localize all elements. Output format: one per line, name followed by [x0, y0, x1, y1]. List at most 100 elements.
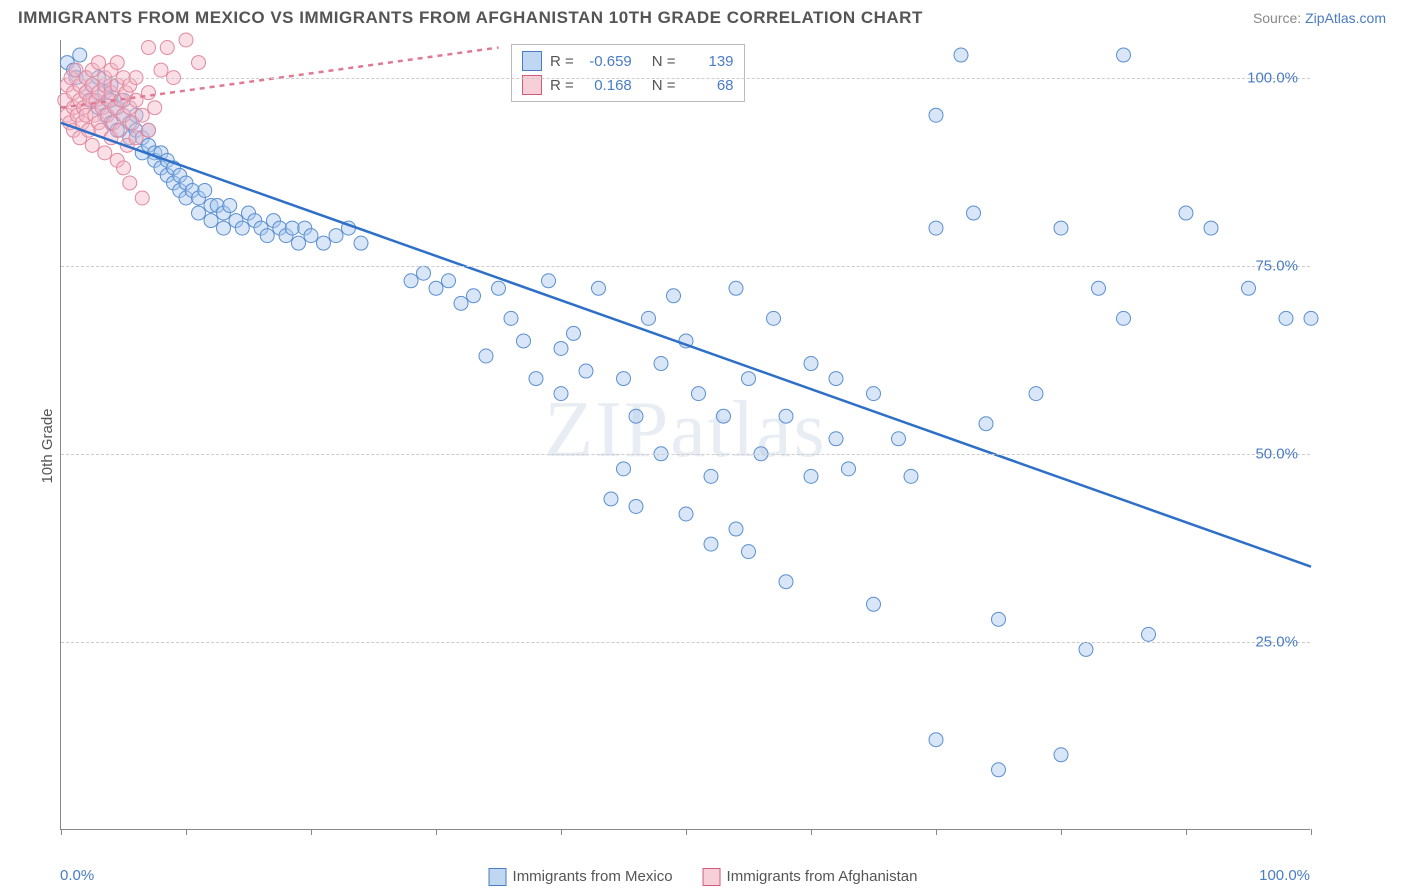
data-point: [867, 387, 881, 401]
data-point: [329, 229, 343, 243]
y-tick-label: 100.0%: [1247, 69, 1298, 86]
stat-r-label: R =: [550, 77, 574, 94]
data-point: [85, 138, 99, 152]
stat-r-label: R =: [550, 53, 574, 70]
data-point: [992, 612, 1006, 626]
data-point: [929, 108, 943, 122]
y-tick-label: 75.0%: [1255, 257, 1298, 274]
data-point: [142, 41, 156, 55]
legend-swatch: [489, 868, 507, 886]
data-point: [479, 349, 493, 363]
x-tick: [686, 829, 687, 835]
data-point: [442, 274, 456, 288]
data-point: [1204, 221, 1218, 235]
data-point: [667, 289, 681, 303]
data-point: [729, 522, 743, 536]
data-point: [129, 93, 143, 107]
data-point: [517, 334, 531, 348]
trend-line: [61, 123, 1311, 567]
x-tick: [561, 829, 562, 835]
data-point: [1117, 311, 1131, 325]
data-point: [123, 176, 137, 190]
stat-n-label: N =: [652, 77, 676, 94]
data-point: [135, 108, 149, 122]
legend-item: Immigrants from Afghanistan: [703, 868, 918, 886]
x-tick: [1311, 829, 1312, 835]
x-tick: [436, 829, 437, 835]
data-point: [592, 281, 606, 295]
gridline: [61, 266, 1310, 267]
data-point: [904, 469, 918, 483]
scatter-svg: [61, 40, 1310, 829]
x-axis-max-label: 100.0%: [1259, 867, 1310, 884]
data-point: [417, 266, 431, 280]
data-point: [73, 48, 87, 62]
data-point: [604, 492, 618, 506]
data-point: [717, 409, 731, 423]
data-point: [829, 372, 843, 386]
chart-source: Source: ZipAtlas.com: [1253, 10, 1386, 26]
data-point: [198, 183, 212, 197]
stat-r-value: -0.659: [582, 53, 632, 70]
legend-swatch: [703, 868, 721, 886]
data-point: [992, 763, 1006, 777]
data-point: [779, 575, 793, 589]
data-point: [404, 274, 418, 288]
x-tick: [811, 829, 812, 835]
gridline: [61, 78, 1310, 79]
data-point: [742, 545, 756, 559]
data-point: [204, 214, 218, 228]
data-point: [317, 236, 331, 250]
legend-item: Immigrants from Mexico: [489, 868, 673, 886]
data-point: [1079, 642, 1093, 656]
data-point: [704, 469, 718, 483]
stat-row: R =-0.659N =139: [522, 49, 734, 73]
data-point: [629, 499, 643, 513]
stat-row: R =0.168N =68: [522, 73, 734, 97]
x-tick: [311, 829, 312, 835]
data-point: [579, 364, 593, 378]
data-point: [1117, 48, 1131, 62]
data-point: [979, 417, 993, 431]
data-point: [154, 63, 168, 77]
data-point: [1242, 281, 1256, 295]
data-point: [454, 296, 468, 310]
data-point: [285, 221, 299, 235]
x-tick: [936, 829, 937, 835]
source-link[interactable]: ZipAtlas.com: [1305, 10, 1386, 26]
data-point: [1054, 748, 1068, 762]
data-point: [804, 357, 818, 371]
data-point: [567, 326, 581, 340]
legend-label: Immigrants from Afghanistan: [727, 868, 918, 885]
data-point: [892, 432, 906, 446]
stat-r-value: 0.168: [582, 77, 632, 94]
data-point: [967, 206, 981, 220]
data-point: [1279, 311, 1293, 325]
data-point: [217, 221, 231, 235]
data-point: [779, 409, 793, 423]
data-point: [179, 33, 193, 47]
data-point: [704, 537, 718, 551]
data-point: [1179, 206, 1193, 220]
data-point: [235, 221, 249, 235]
data-point: [729, 281, 743, 295]
data-point: [867, 597, 881, 611]
data-point: [98, 146, 112, 160]
data-point: [617, 372, 631, 386]
bottom-legend: Immigrants from Mexico Immigrants from Af…: [489, 868, 918, 886]
y-axis-label: 10th Grade: [39, 408, 56, 483]
x-tick: [61, 829, 62, 835]
data-point: [1029, 387, 1043, 401]
stat-n-value: 139: [684, 53, 734, 70]
data-point: [429, 281, 443, 295]
data-point: [804, 469, 818, 483]
data-point: [117, 161, 131, 175]
x-tick: [1186, 829, 1187, 835]
chart-title: IMMIGRANTS FROM MEXICO VS IMMIGRANTS FRO…: [18, 8, 923, 28]
data-point: [842, 462, 856, 476]
data-point: [629, 409, 643, 423]
data-point: [1142, 627, 1156, 641]
data-point: [1092, 281, 1106, 295]
data-point: [679, 507, 693, 521]
x-tick: [1061, 829, 1062, 835]
